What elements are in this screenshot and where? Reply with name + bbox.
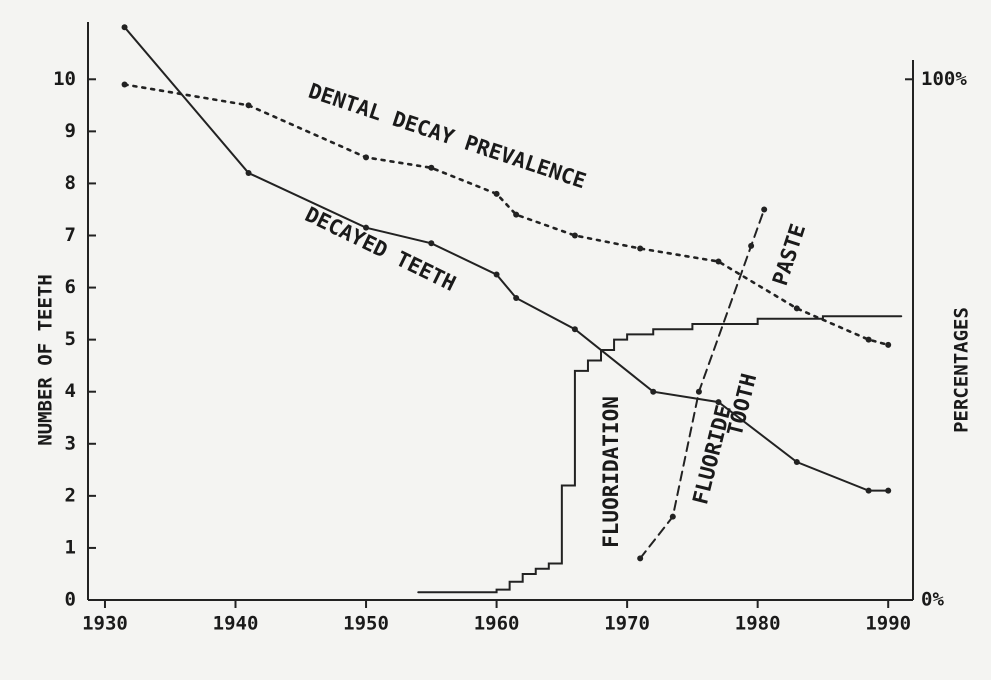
- vertex-dot: [885, 341, 892, 348]
- vertex-dot: [761, 206, 768, 213]
- x-tick-label: 1940: [213, 613, 259, 635]
- y2-tick-label: 0%: [921, 589, 944, 611]
- vertex-dot: [695, 388, 702, 395]
- x-tick-label: 1990: [865, 613, 911, 635]
- vertex-dot: [363, 154, 370, 161]
- vertex-dot: [571, 232, 578, 239]
- y-tick-label: 6: [65, 276, 76, 298]
- vertex-dot: [669, 513, 676, 520]
- vertex-dot: [793, 305, 800, 312]
- y-tick-label: 7: [65, 224, 76, 246]
- y2-tick-label: 100%: [921, 68, 967, 90]
- vertex-dot: [748, 242, 755, 249]
- vertex-dot: [121, 24, 128, 31]
- vertex-dot: [793, 459, 800, 466]
- x-tick-label: 1950: [343, 613, 389, 635]
- series-line: [123, 26, 890, 492]
- vertex-dot: [637, 555, 644, 562]
- series-line: [123, 83, 890, 347]
- y-tick-label: 2: [65, 484, 76, 506]
- x-tick-label: 1970: [604, 613, 650, 635]
- y-tick-label: 0: [65, 589, 76, 611]
- y-tick-label: 1: [65, 536, 76, 558]
- x-tick-label: 1930: [82, 613, 128, 635]
- y-tick-label: 8: [65, 172, 76, 194]
- vertex-dot: [865, 336, 872, 343]
- vertex-dot: [121, 81, 128, 88]
- vertex-dot: [650, 388, 657, 395]
- vertex-dot: [571, 326, 578, 333]
- vertex-dot: [245, 170, 252, 177]
- vertex-dot: [715, 399, 722, 406]
- vertex-dot: [513, 294, 520, 301]
- y-tick-label: 9: [65, 120, 76, 142]
- vertex-dot: [428, 240, 435, 247]
- vertex-dot: [637, 245, 644, 252]
- x-tick-label: 1980: [735, 613, 781, 635]
- vertex-dot: [885, 487, 892, 494]
- annotation: FLUORIDATION: [599, 396, 623, 548]
- vertex-dot: [245, 102, 252, 109]
- y2-axis-label: PERCENTAGES: [951, 307, 973, 433]
- vertex-dot: [363, 224, 370, 231]
- vertex-dot: [715, 258, 722, 265]
- vertex-dot: [513, 211, 520, 218]
- y-axis-label: NUMBER OF TEETH: [35, 274, 57, 446]
- y-tick-label: 4: [65, 380, 76, 402]
- vertex-dot: [493, 190, 500, 197]
- vertex-dot: [493, 271, 500, 278]
- y-tick-label: 10: [53, 68, 76, 90]
- vertex-dot: [428, 164, 435, 171]
- y-tick-label: 3: [65, 432, 76, 454]
- x-tick-label: 1960: [474, 613, 520, 635]
- vertex-dot: [865, 487, 872, 494]
- series-line: [417, 315, 903, 594]
- y-tick-label: 5: [65, 328, 76, 350]
